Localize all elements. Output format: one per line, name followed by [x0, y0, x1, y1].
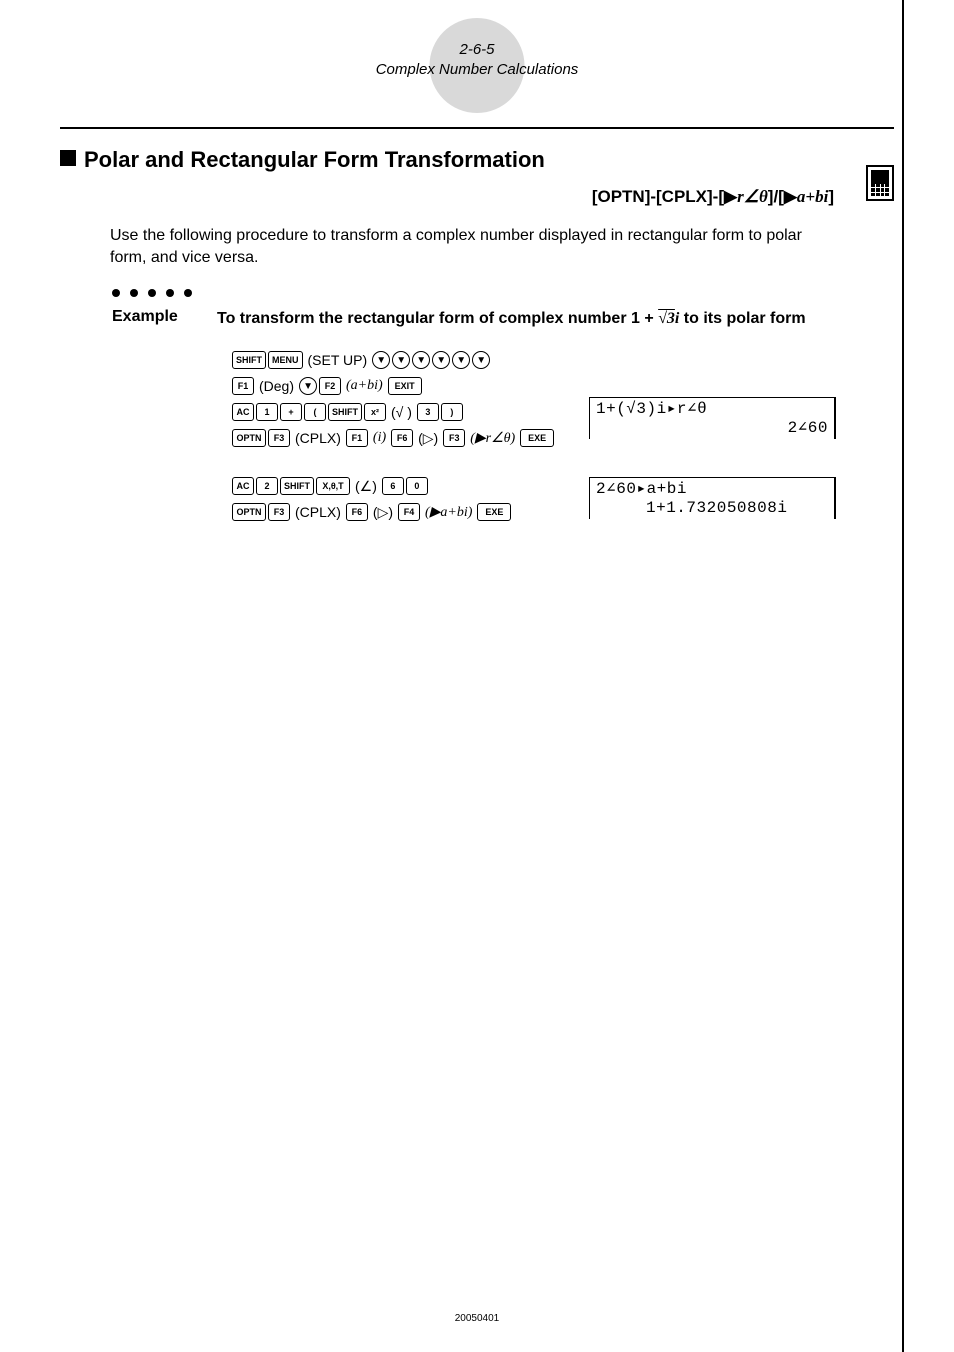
intro-text: Use the following procedure to transform…	[110, 225, 894, 270]
example-row: Example To transform the rectangular for…	[112, 308, 894, 330]
key-f2: F2	[319, 377, 341, 395]
footer-number: 20050401	[0, 1313, 954, 1324]
section-title: Polar and Rectangular Form Transformatio…	[60, 147, 894, 173]
key-f6: F6	[391, 429, 413, 447]
key-down: ▼	[472, 351, 490, 369]
key-6: 6	[382, 477, 404, 495]
key-block-1: SHIFT MENU (SET UP) ▼ ▼ ▼ ▼ ▼ ▼ F1 (Deg)…	[232, 351, 834, 447]
key-ac: AC	[232, 403, 254, 421]
label-abi2: (▶a+bi)	[422, 504, 475, 521]
key-3: 3	[417, 403, 439, 421]
example-text: To transform the rectangular form of com…	[217, 308, 806, 330]
key-down: ▼	[299, 377, 317, 395]
key-exe: EXE	[477, 503, 511, 521]
key-ac: AC	[232, 477, 254, 495]
page-ref: 2-6-5	[60, 40, 894, 60]
key-f3: F3	[443, 429, 465, 447]
screen2-line2: 1+1.732050808i	[596, 499, 828, 517]
key-1: 1	[256, 403, 278, 421]
screen1-line2: 2∠60	[596, 419, 828, 437]
key-down: ▼	[412, 351, 430, 369]
key-f3: F3	[268, 503, 290, 521]
key-shift: SHIFT	[232, 351, 266, 369]
key-x2: x²	[364, 403, 386, 421]
label-sqrt: (√ )	[388, 404, 415, 420]
section-title-text: Polar and Rectangular Form Transformatio…	[84, 147, 545, 172]
label-cplx: (CPLX)	[292, 504, 344, 520]
key-menu: MENU	[268, 351, 303, 369]
key-optn: OPTN	[232, 503, 266, 521]
key-shift: SHIFT	[328, 403, 362, 421]
header: 2-6-5 Complex Number Calculations	[60, 40, 894, 79]
chapter-title: Complex Number Calculations	[60, 60, 894, 80]
page: 2-6-5 Complex Number Calculations Polar …	[0, 0, 954, 1352]
label-angle: (∠)	[352, 478, 380, 495]
key-rparen: )	[441, 403, 463, 421]
key-down: ▼	[432, 351, 450, 369]
label-setup: (SET UP)	[305, 352, 371, 368]
key-line-1: SHIFT MENU (SET UP) ▼ ▼ ▼ ▼ ▼ ▼	[232, 351, 834, 369]
mode-icon	[866, 165, 894, 201]
label-cplx: (CPLX)	[292, 430, 344, 446]
key-area: SHIFT MENU (SET UP) ▼ ▼ ▼ ▼ ▼ ▼ F1 (Deg)…	[232, 351, 894, 521]
label-more: (▷)	[415, 430, 441, 447]
screen-1: 1+(√3)i▸r∠θ 2∠60	[589, 397, 834, 439]
key-down: ▼	[452, 351, 470, 369]
key-plus: +	[280, 403, 302, 421]
screen1-line1: 1+(√3)i▸r∠θ	[596, 400, 828, 418]
horizontal-rule	[60, 127, 894, 129]
key-f4: F4	[398, 503, 420, 521]
label-i: (i)	[370, 430, 389, 446]
label-more: (▷)	[370, 504, 396, 521]
key-shift: SHIFT	[280, 477, 314, 495]
key-line-2: F1 (Deg) ▼ F2 (a+bi) EXIT	[232, 377, 834, 395]
dots-row	[112, 284, 894, 302]
key-2: 2	[256, 477, 278, 495]
key-lparen: (	[304, 403, 326, 421]
key-exe: EXE	[520, 429, 554, 447]
key-f1: F1	[232, 377, 254, 395]
key-0: 0	[406, 477, 428, 495]
screen-2: 2∠60▸a+bi 1+1.732050808i	[589, 477, 834, 519]
key-f3: F3	[268, 429, 290, 447]
label-abi: (a+bi)	[343, 378, 386, 394]
key-block-2: AC 2 SHIFT X,θ,T (∠) 6 0 OPTN F3 (CPLX) …	[232, 477, 834, 521]
key-down: ▼	[392, 351, 410, 369]
example-label: Example	[112, 308, 217, 330]
screen2-line1: 2∠60▸a+bi	[596, 480, 828, 498]
label-rtheta: (▶r∠θ)	[467, 430, 518, 447]
key-exit: EXIT	[388, 377, 422, 395]
key-down: ▼	[372, 351, 390, 369]
label-deg: (Deg)	[256, 378, 297, 394]
menu-path: [OPTN]-[CPLX]-[▶r∠θ]/[▶a+bi]	[60, 187, 894, 207]
key-xtheta: X,θ,T	[316, 477, 350, 495]
key-optn: OPTN	[232, 429, 266, 447]
key-f1: F1	[346, 429, 368, 447]
key-f6: F6	[346, 503, 368, 521]
